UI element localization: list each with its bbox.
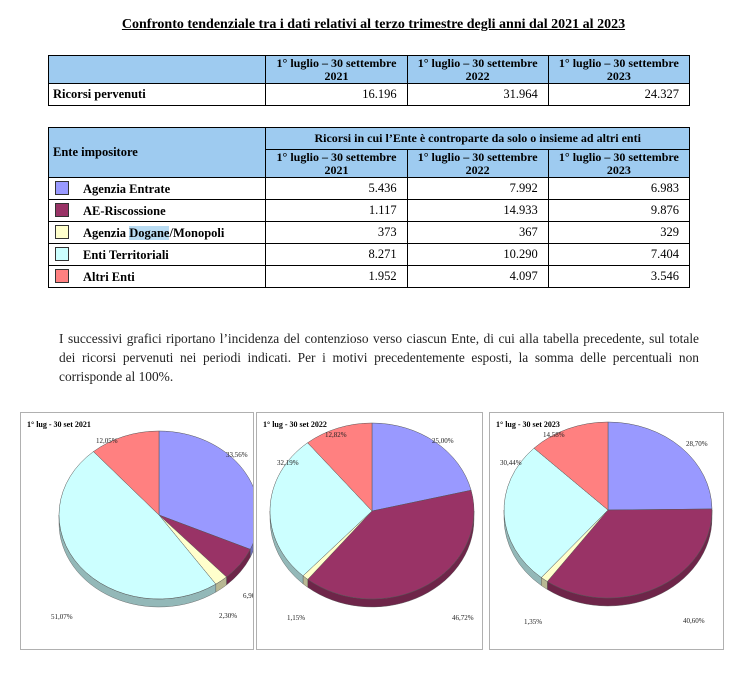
pie-slice-enti-territoriali: [58, 451, 217, 600]
explanatory-paragraph: I successivi grafici riportano l’inciden…: [59, 331, 699, 384]
pie-slice-ae-riscossione: [307, 489, 475, 600]
pie-chart-2022-svg: 1° lug - 30 set 2022 25,00% 46,72% 1,15% 32,…: [263, 420, 475, 622]
entity-label: Enti Territoriali: [83, 247, 169, 262]
entity-cell: AE-Riscossione: [47, 199, 267, 222]
entity-label: Agenzia Entrate: [83, 181, 171, 196]
pie-label-agenzia-dogane: 1,15%: [287, 614, 305, 622]
entity-cell: Agenzia Entrate: [47, 177, 267, 200]
pie-chart-2021: 1° lug - 30 set 2021 33,56% 6,90% 2,30% 51,0…: [20, 412, 254, 650]
pie-slice-agenzia-entrate: [371, 422, 472, 512]
legend-swatch-enti-territoriali: [55, 246, 69, 261]
value-cell: 1.952: [265, 265, 408, 288]
table-row: Agenzia Entrate 5.436 7.992 6.983: [47, 177, 691, 200]
table1-row-label: Ricorsi pervenuti: [47, 83, 267, 106]
value-cell: 9.876: [547, 199, 691, 222]
pie-chart-2023-svg: 1° lug - 30 set 2023 28,70% 40,60% 1,35% 30,…: [496, 420, 713, 626]
pie-slice-ae-riscossione: [546, 508, 713, 599]
table2-entity-header: Ente impositore: [47, 127, 267, 178]
chart-title: 1° lug - 30 set 2021: [27, 420, 91, 429]
value-cell: 4.097: [406, 265, 549, 288]
legend-swatch-agenzia-entrate: [55, 180, 69, 195]
table-row: Enti Territoriali 8.271 10.290 7.404: [47, 243, 691, 266]
table1-value-2021: 16.196: [265, 83, 408, 106]
value-cell: 367: [406, 221, 549, 244]
pie-chart-2021-svg: 1° lug - 30 set 2021 33,56% 6,90% 2,30% 51,0…: [27, 420, 253, 621]
chart-title: 1° lug - 30 set 2022: [263, 420, 327, 429]
table-row: AE-Riscossione 1.117 14.933 9.876: [47, 199, 691, 222]
pie-label-enti-territoriali: 30,44%: [500, 459, 522, 467]
value-cell: 10.290: [406, 243, 549, 266]
entity-label-suffix: /Monopoli: [169, 225, 225, 240]
entity-label: AE-Riscossione: [83, 203, 166, 218]
pie-slice-agenzia-entrate: [158, 430, 253, 550]
pie-slice-enti-territoriali: [269, 442, 373, 577]
table2-header-2022: 1° luglio – 30 settembre 2022: [406, 149, 549, 178]
table2-header-2023: 1° luglio – 30 settembre 2023: [547, 149, 691, 178]
value-cell: 373: [265, 221, 408, 244]
table2-header-2021: 1° luglio – 30 settembre 2021: [265, 149, 408, 178]
pie-chart-2023: 1° lug - 30 set 2023 28,70% 40,60% 1,35% 30,…: [489, 412, 724, 650]
pie-slice-altri-enti: [93, 430, 160, 516]
pie-label-ae-riscossione: 46,72%: [452, 614, 474, 622]
value-cell: 6.983: [547, 177, 691, 200]
chart-title: 1° lug - 30 set 2023: [496, 420, 560, 429]
pie-slice-altri-enti: [307, 422, 373, 512]
pie-label-ae-riscossione: 6,90%: [243, 592, 253, 600]
pie-slice-altri-enti: [533, 421, 609, 511]
table1-header-2022: 1° luglio – 30 settembre 2022: [406, 55, 549, 84]
entity-cell: Altri Enti: [47, 265, 267, 288]
pie-label-agenzia-dogane: 1,35%: [524, 618, 542, 626]
pie-label-agenzia-entrate: 33,56%: [226, 451, 248, 459]
table1-header-2023: 1° luglio – 30 settembre 2023: [547, 55, 691, 84]
pie-label-ae-riscossione: 40,60%: [683, 617, 705, 625]
table-row: Altri Enti 1.952 4.097 3.546: [47, 265, 691, 288]
pie-label-altri-enti: 12,82%: [325, 431, 347, 439]
legend-swatch-ae-riscossione: [55, 202, 69, 217]
table1-value-2022: 31.964: [406, 83, 549, 106]
legend-swatch-agenzia-dogane: [55, 224, 69, 239]
page-title: Confronto tendenziale tra i dati relativ…: [121, 17, 626, 32]
entity-label: Altri Enti: [83, 269, 135, 284]
value-cell: 329: [547, 221, 691, 244]
value-cell: 3.546: [547, 265, 691, 288]
pie-label-agenzia-entrate: 28,70%: [686, 440, 708, 448]
table1-value-2023: 24.327: [547, 83, 691, 106]
entity-cell: Agenzia Dogane/Monopoli: [47, 221, 267, 244]
highlighted-word: Dogane: [129, 225, 170, 240]
pie-label-agenzia-entrate: 25,00%: [432, 437, 454, 445]
table2-group-header: Ricorsi in cui l’Ente è controparte da s…: [265, 127, 690, 150]
pie-slice-enti-territoriali: [503, 447, 609, 578]
received-appeals-table: 1° luglio – 30 settembre 2021 1° luglio …: [47, 55, 691, 106]
pie-label-altri-enti: 12,05%: [96, 437, 118, 445]
value-cell: 7.404: [547, 243, 691, 266]
table1-corner-cell: [47, 55, 267, 84]
value-cell: 14.933: [406, 199, 549, 222]
value-cell: 5.436: [265, 177, 408, 200]
pie-label-altri-enti: 14,58%: [543, 431, 565, 439]
value-cell: 8.271: [265, 243, 408, 266]
pie-label-agenzia-dogane: 2,30%: [219, 612, 237, 620]
table-row: Agenzia Dogane/Monopoli 373 367 329: [47, 221, 691, 244]
entity-label: Agenzia: [83, 225, 130, 240]
pie-chart-2022: 1° lug - 30 set 2022 25,00% 46,72% 1,15% 32,…: [256, 412, 483, 650]
entity-cell: Enti Territoriali: [47, 243, 267, 266]
value-cell: 1.117: [265, 199, 408, 222]
entity-appeals-table: Ente impositore Ricorsi in cui l’Ente è …: [47, 127, 691, 288]
pie-slice-agenzia-entrate: [607, 421, 713, 511]
value-cell: 7.992: [406, 177, 549, 200]
table1-header-2021: 1° luglio – 30 settembre 2021: [265, 55, 408, 84]
legend-swatch-altri-enti: [55, 268, 69, 283]
pie-label-enti-territoriali: 32,19%: [277, 459, 299, 467]
pie-label-enti-territoriali: 51,07%: [51, 613, 73, 621]
